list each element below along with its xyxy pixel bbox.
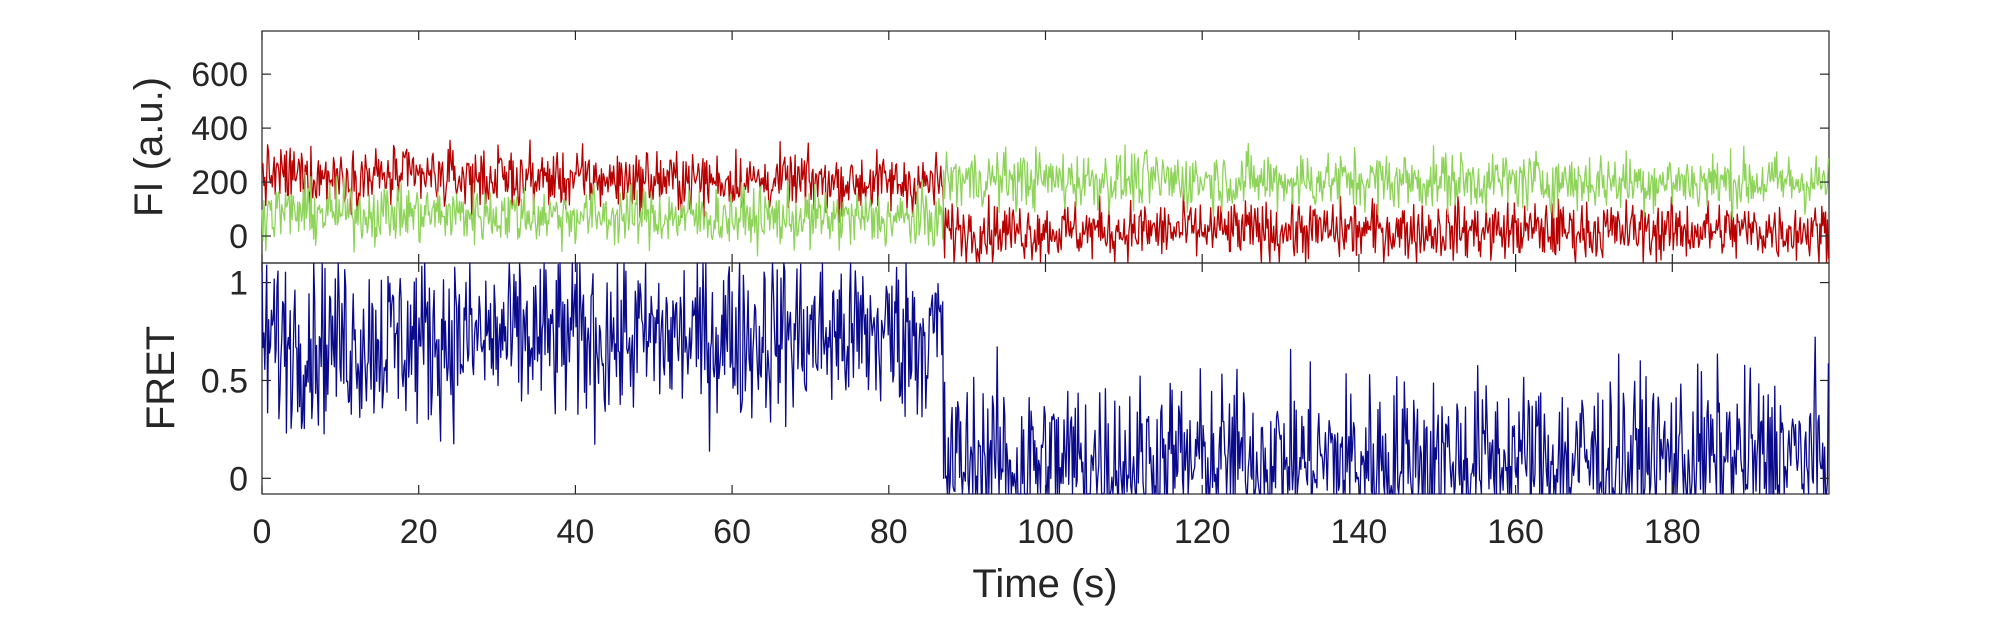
fluorescence-y-tick-label: 600 xyxy=(191,56,248,94)
fluorescence-panel: 0 200 400 600 FI (a.u.) xyxy=(127,30,1830,264)
fret-panel: 00.51 0 20 40 60 80 100 120 140 160 180 FRET xyxy=(139,31,1830,551)
x-tick-label: 120 xyxy=(1174,513,1231,551)
x-tick-label: 160 xyxy=(1487,513,1544,551)
fret-y-axis-label: FRET xyxy=(139,326,183,430)
fluorescence-y-tick-label: 200 xyxy=(191,164,248,202)
fluorescence-y-axis-label: FI (a.u.) xyxy=(127,77,171,217)
time-x-ticks: 0 20 40 60 80 100 120 140 160 180 xyxy=(253,31,1701,551)
x-tick-label: 60 xyxy=(713,513,751,551)
x-tick-label: 100 xyxy=(1017,513,1074,551)
fret-trace-1 xyxy=(261,262,1830,495)
fluorescence-y-ticks: 0 200 400 600 xyxy=(191,56,1829,256)
fluorescence-trace-1 xyxy=(261,139,1830,264)
x-tick-label: 40 xyxy=(556,513,594,551)
fret-y-tick-label: 1 xyxy=(229,265,248,303)
x-tick-label: 180 xyxy=(1644,513,1701,551)
x-tick-label: 20 xyxy=(400,513,438,551)
x-tick-label: 80 xyxy=(870,513,908,551)
fret-y-ticks: 00.51 xyxy=(201,265,1829,498)
fret-y-tick-label: 0.5 xyxy=(201,362,248,400)
fret-traces xyxy=(261,262,1830,495)
fluorescence-y-tick-label: 0 xyxy=(229,218,248,256)
fluorescence-trace-2 xyxy=(261,142,1830,257)
fluorescence-traces xyxy=(261,139,1830,264)
fluorescence-y-tick-label: 400 xyxy=(191,110,248,148)
x-axis-label: Time (s) xyxy=(972,562,1117,606)
fret-y-tick-label: 0 xyxy=(229,460,248,498)
x-tick-label: 0 xyxy=(253,513,272,551)
x-tick-label: 140 xyxy=(1331,513,1388,551)
